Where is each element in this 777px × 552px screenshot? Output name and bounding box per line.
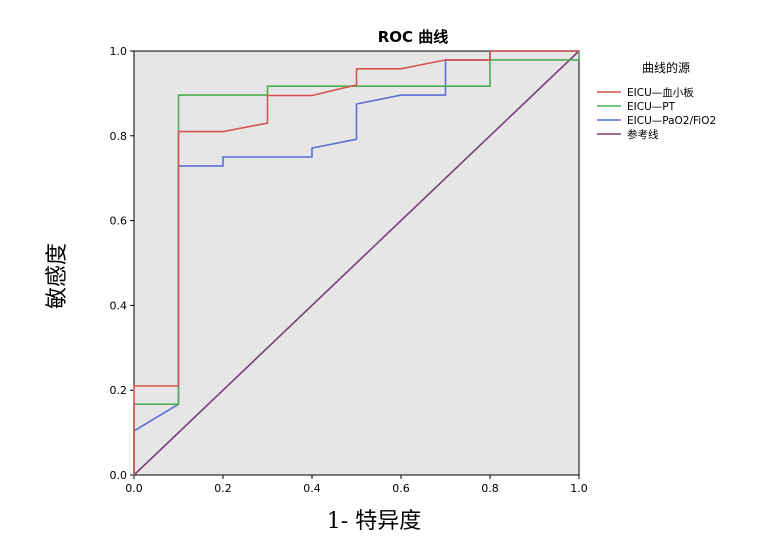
- y-tick-label: 0.0: [110, 469, 128, 482]
- x-tick-label: 0.4: [303, 482, 321, 495]
- x-tick-label: 0.2: [214, 482, 232, 495]
- x-tick-label: 0.8: [481, 482, 499, 495]
- x-axis-label: 1- 特异度: [327, 509, 421, 534]
- legend-label-0: EICU—血小板: [627, 86, 694, 99]
- axis-ticks: 0.0 0.2 0.4 0.6 0.8 1.0 0.0 0.2 0.4 0.6 0.8 1.0: [110, 45, 588, 495]
- series-line-0: [133, 50, 579, 475]
- chart-title: ROC 曲线: [378, 28, 449, 46]
- x-tick-label: 0.0: [125, 482, 143, 495]
- series-line-3: [133, 50, 580, 476]
- y-tick-label: 0.6: [110, 215, 128, 228]
- y-tick-label: 0.4: [110, 299, 128, 312]
- legend-label-3: 参考线: [627, 128, 659, 141]
- y-tick-label: 0.2: [110, 384, 128, 397]
- series-line-1: [133, 51, 580, 475]
- y-axis-label: 敏感度: [45, 243, 70, 309]
- y-tick-label: 1.0: [110, 45, 128, 58]
- legend-title: 曲线的源: [642, 60, 690, 75]
- x-tick-label: 1.0: [570, 482, 588, 495]
- y-tick-label: 0.8: [110, 130, 128, 143]
- legend-label-2: EICU—PaO2/FiO2: [627, 115, 716, 127]
- series-lines: [133, 50, 580, 476]
- legend-label-1: EICU—PT: [627, 101, 676, 113]
- x-tick-label: 0.6: [392, 482, 410, 495]
